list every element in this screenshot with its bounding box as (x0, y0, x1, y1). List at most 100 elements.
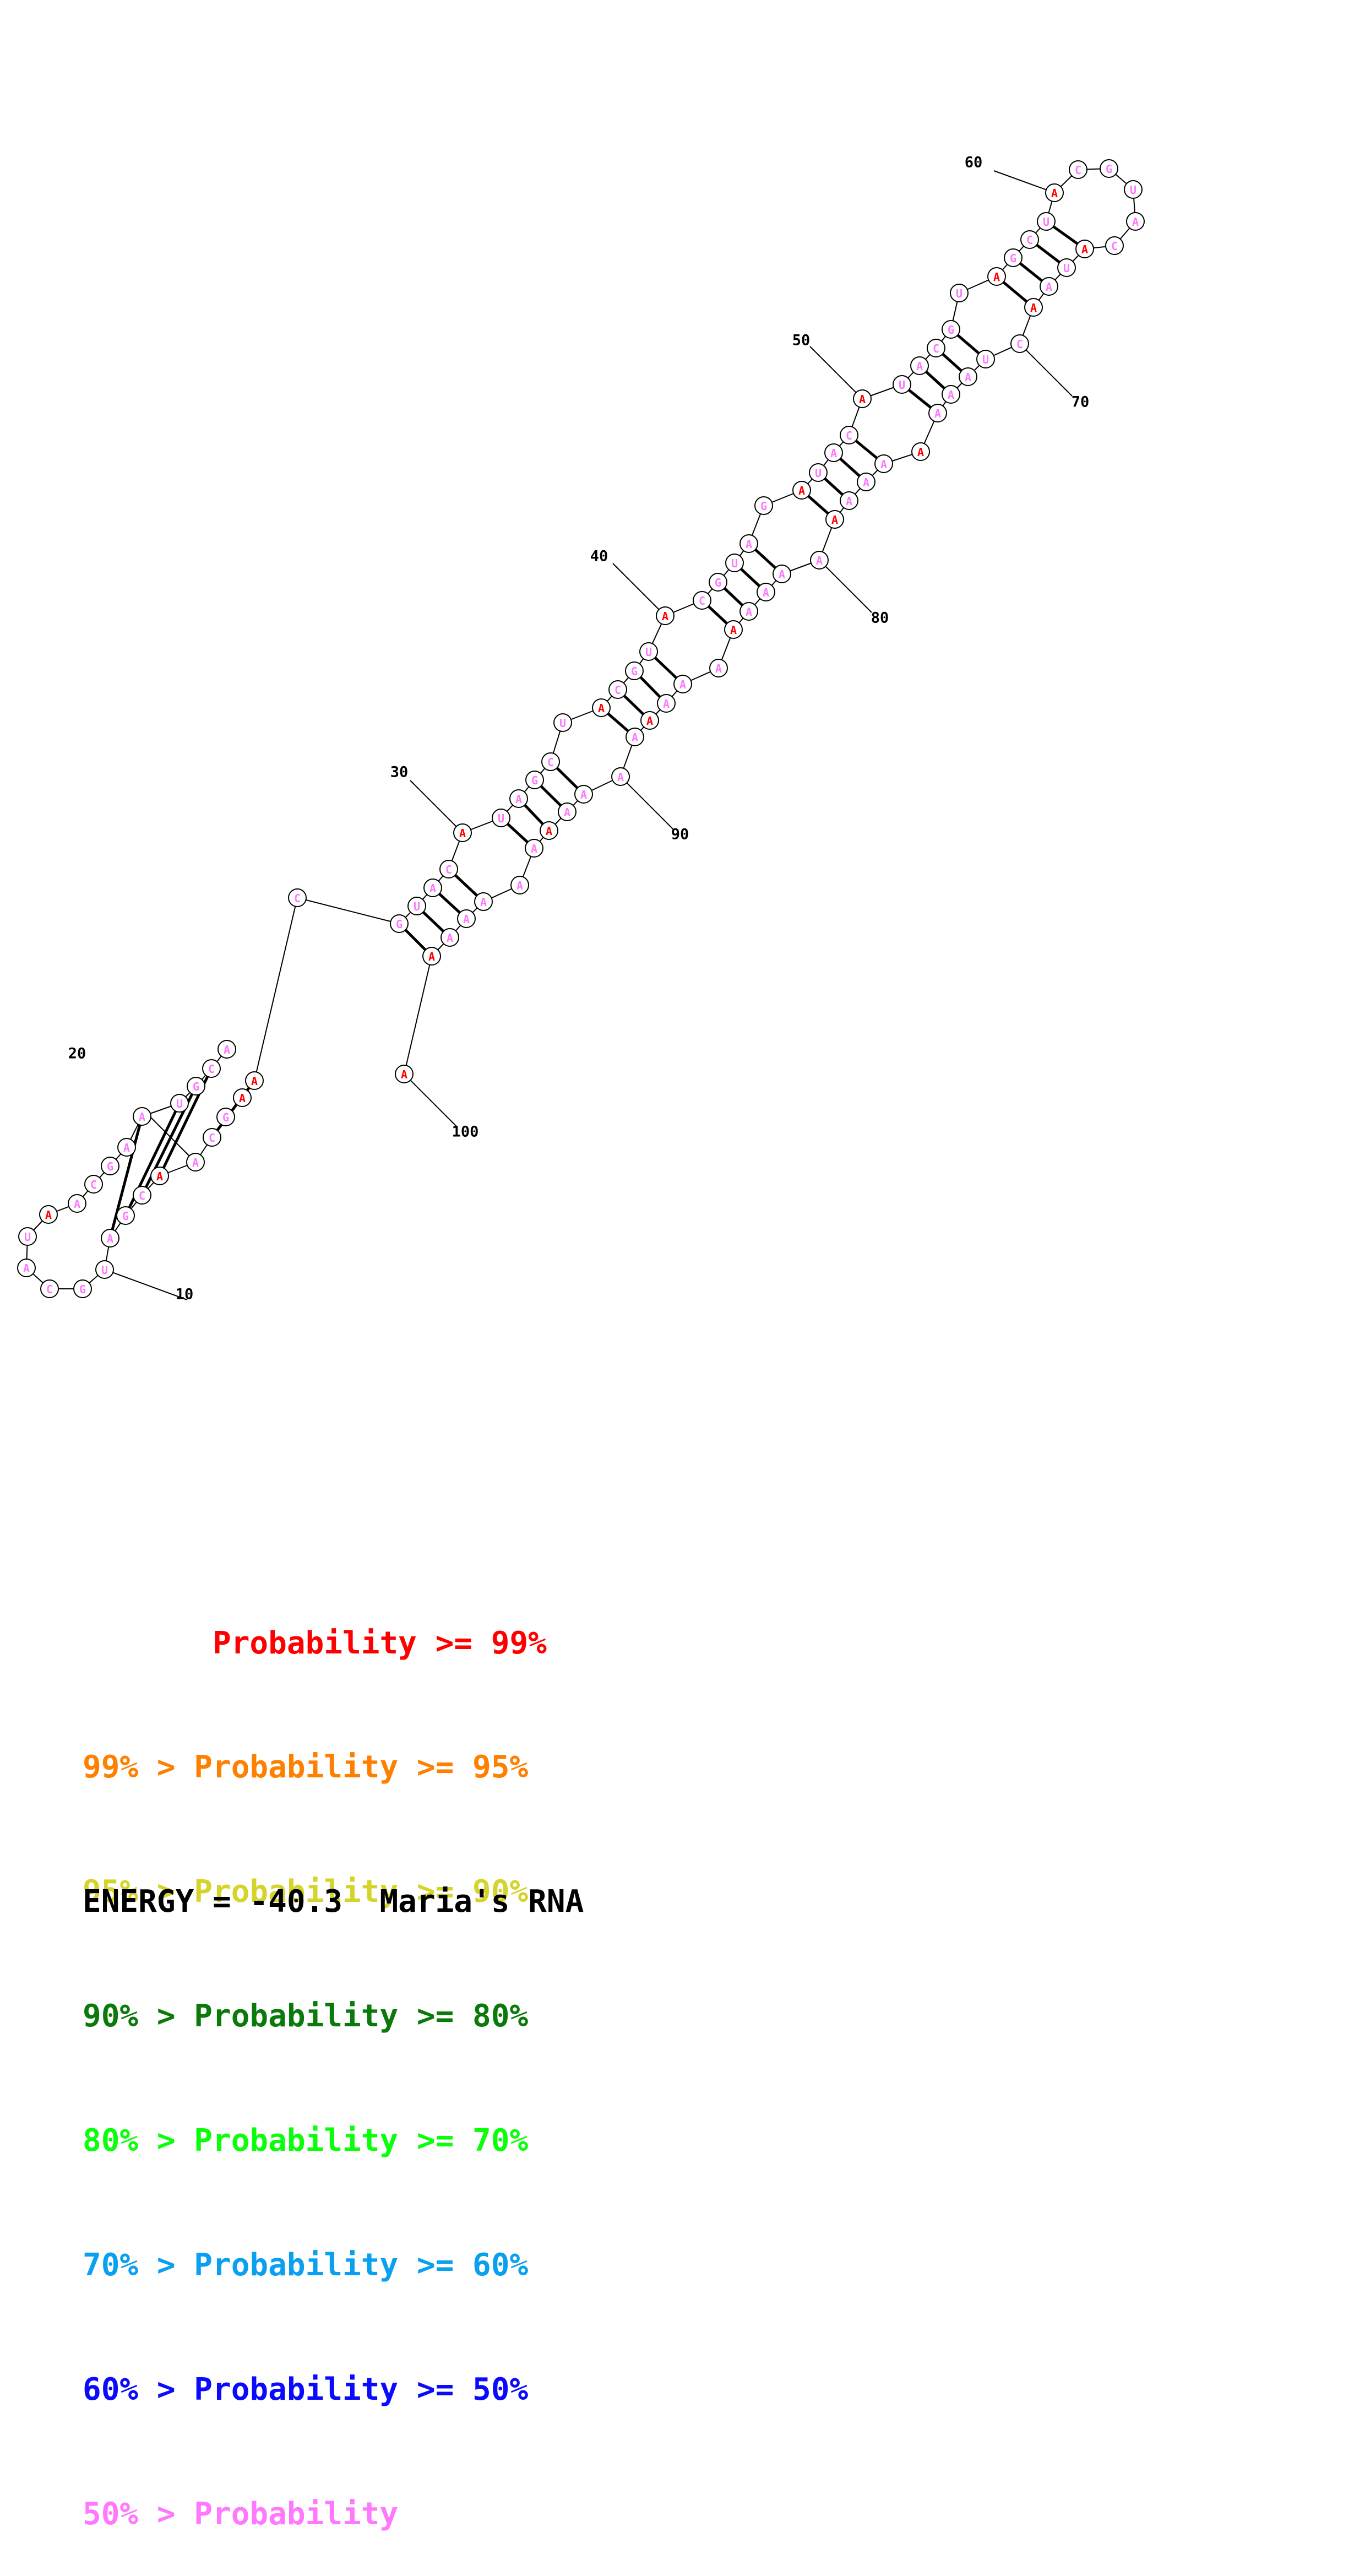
nucleotide: G (390, 914, 409, 933)
legend-row-99: Probability >= 99% (83, 1623, 547, 1664)
nucleotide-letter: A (447, 931, 453, 945)
nucleotide-letter: A (746, 605, 752, 619)
nucleotide-letter: A (830, 447, 837, 460)
nucleotide-circle (441, 928, 459, 947)
nucleotide-letter: U (1043, 215, 1049, 229)
nucleotide: G (525, 771, 544, 789)
nucleotide-letter: G (631, 665, 638, 678)
legend-row-60: 70% > Probability >= 60% (83, 2244, 547, 2286)
nucleotide-letter: A (993, 270, 1000, 284)
nucleotide-circle (553, 713, 572, 732)
nucleotide-letter: A (428, 950, 435, 963)
legend-row-80: 90% > Probability >= 80% (83, 1995, 547, 2037)
nucleotide: A (640, 711, 659, 730)
nucleotide-circle (245, 1071, 264, 1090)
nucleotide-letter: C (139, 1189, 145, 1202)
nucleotide-letter: A (429, 882, 436, 895)
nucleotide: A (792, 481, 811, 500)
nucleotide-letter: A (564, 806, 570, 819)
nucleotide: A (840, 491, 858, 510)
nucleotide-circle (824, 443, 843, 462)
nucleotide: A (17, 1259, 36, 1277)
nucleotide-letter: A (580, 788, 587, 801)
nucleotide: G (216, 1108, 235, 1126)
nucleotide-circle (673, 675, 692, 693)
nucleotide: A (810, 551, 829, 570)
nucleotide: C (1069, 160, 1087, 179)
position-tick (620, 776, 673, 829)
nucleotide: U (492, 809, 510, 827)
nucleotide-letter: A (831, 513, 838, 527)
nucleotide-letter: A (617, 771, 624, 784)
nucleotide-circle (754, 496, 773, 515)
nucleotide: A (657, 694, 676, 713)
nucleotide: A (68, 1194, 86, 1213)
nucleotide: A (739, 602, 758, 621)
nucleotide-circle (116, 1206, 135, 1225)
nucleotide-circle (626, 728, 644, 746)
backbone-lines (26, 168, 1136, 1289)
nucleotide: G (101, 1157, 119, 1175)
nucleotide: U (893, 375, 911, 394)
nucleotide-circle (203, 1128, 221, 1147)
nucleotide-circle (757, 583, 775, 601)
nucleotide-letter: A (1132, 215, 1139, 229)
nucleotide-letter: G (222, 1111, 229, 1124)
nucleotide: C (84, 1175, 103, 1194)
nucleotide-letter: A (23, 1262, 30, 1275)
nucleotide-circle (170, 1094, 189, 1113)
nucleotide-circle (1004, 248, 1023, 267)
nucleotide-circle (510, 876, 529, 894)
nucleotide-circle (910, 356, 929, 375)
nucleotide: G (1100, 159, 1118, 178)
nucleotide-letter: U (498, 812, 504, 825)
legend-text-99: Probability >= 99% (83, 1625, 547, 1661)
nucleotide: C (541, 752, 560, 771)
nucleotide-letter: G (715, 576, 721, 589)
nucleotide-circle (911, 442, 930, 461)
nucleotide-letter: C (445, 863, 452, 876)
nucleotide-letter: A (715, 662, 722, 675)
nucleotide: A (558, 802, 577, 821)
base-pair-line (108, 1116, 144, 1239)
nucleotide-letter: U (1063, 262, 1070, 275)
nucleotide-letter: A (401, 1068, 407, 1081)
nucleotide-letter: C (933, 342, 939, 355)
nucleotide-letter: A (730, 623, 737, 637)
nucleotide: A (853, 389, 872, 408)
nucleotide-circle (709, 659, 728, 677)
nucleotide-letter: C (46, 1283, 53, 1296)
nucleotide-letter: A (746, 538, 752, 551)
nucleotide-circle (133, 1186, 151, 1205)
nucleotide-circle (407, 897, 426, 915)
nucleotide-letter: U (101, 1263, 108, 1277)
nucleotide: U (18, 1227, 37, 1246)
nucleotide-letter: A (798, 484, 805, 497)
nucleotide-letter: A (463, 913, 470, 926)
nucleotide-circle (217, 1040, 236, 1059)
nucleotide-letter: A (965, 371, 971, 384)
nucleotide: A (857, 473, 875, 491)
nucleotide-circle (1057, 258, 1076, 277)
nucleotide-letter: U (176, 1097, 183, 1110)
nucleotide: A (709, 659, 728, 677)
nucleotide-letter: A (156, 1170, 163, 1183)
position-tick (143, 1109, 196, 1163)
nucleotide: U (1057, 258, 1076, 277)
base-pair-line (210, 1080, 256, 1138)
nucleotide-circle (693, 591, 711, 610)
nucleotide-circle (186, 1153, 205, 1172)
legend-row-50: 60% > Probability >= 50% (83, 2369, 547, 2410)
nucleotide-letter: A (480, 896, 487, 909)
nucleotide-circle (942, 320, 960, 339)
nucleotide: A (510, 876, 529, 894)
nucleotide: A (825, 510, 844, 529)
nucleotide-letter: U (956, 287, 962, 300)
backbone-segment (297, 897, 400, 924)
nucleotide: A (757, 583, 775, 601)
nucleotide-letter: A (863, 476, 869, 489)
nucleotide-circle (390, 914, 409, 933)
nucleotide-letter: U (414, 900, 420, 913)
nucleotide-letter: A (107, 1232, 113, 1245)
nucleotide-letter: A (251, 1075, 258, 1088)
